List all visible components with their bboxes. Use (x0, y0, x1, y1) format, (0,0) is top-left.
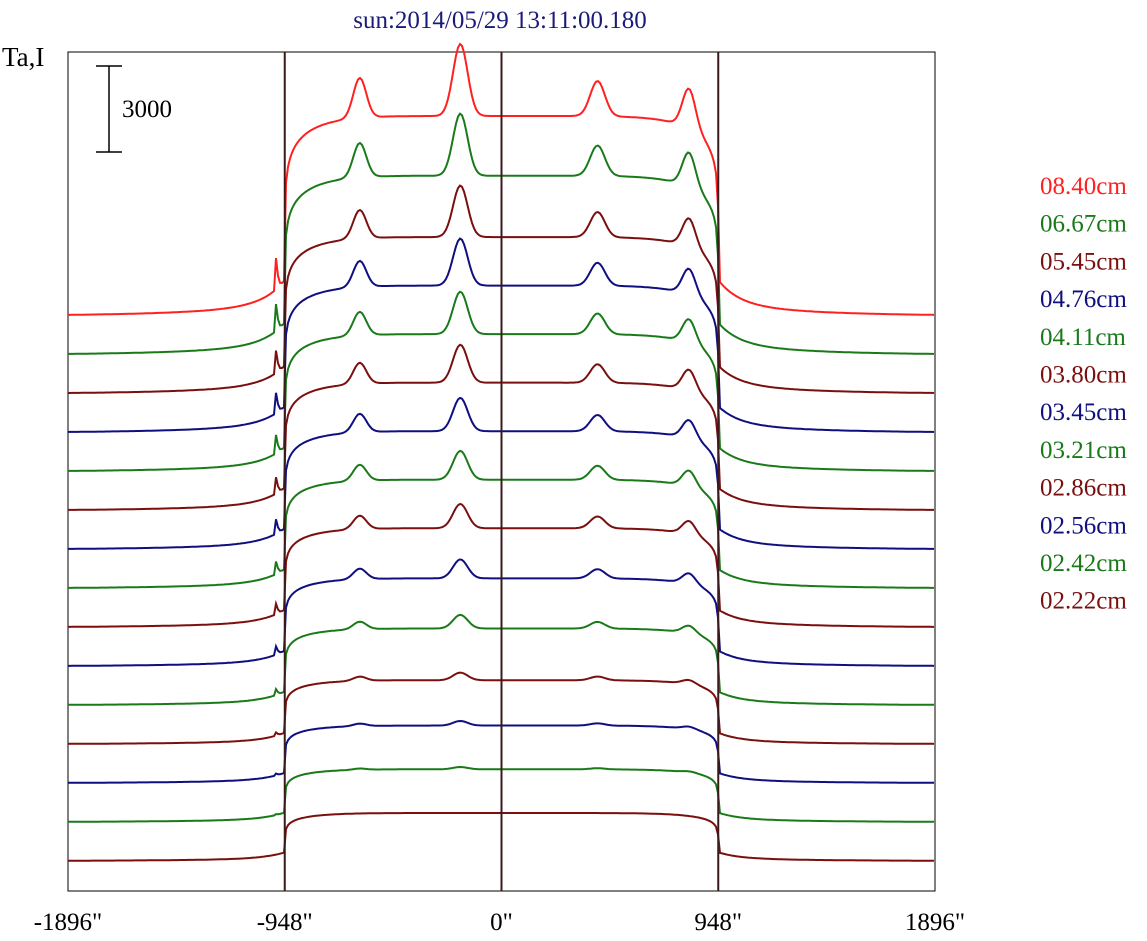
x-tick-label-1: -1896" (34, 909, 103, 936)
x-tick-label-4: 948" (694, 909, 742, 936)
x-tick-labels: -1896" -948" 0" 948" 1896" (34, 909, 965, 936)
legend-entry-7: 03.45cm (1040, 399, 1127, 426)
legend-entry-3: 05.45cm (1040, 248, 1127, 275)
legend-entry-4: 04.76cm (1040, 286, 1127, 313)
scale-bar: 3000 (96, 65, 172, 153)
legend-entry-2: 06.67cm (1040, 211, 1127, 238)
reference-lines (283, 52, 720, 891)
legend: 08.40cm 06.67cm 05.45cm 04.76cm 04.11cm 03.80… (1040, 173, 1127, 615)
chart-title: sun:2014/05/29 13:11:00.180 (353, 7, 647, 34)
legend-entry-6: 03.80cm (1040, 362, 1127, 389)
legend-entry-5: 04.11cm (1040, 324, 1126, 351)
legend-entry-1: 08.40cm (1040, 173, 1127, 200)
x-tick-label-2: -948" (257, 909, 313, 936)
x-tick-label-5: 1896" (905, 909, 965, 936)
scale-bar-label: 3000 (122, 96, 172, 123)
legend-entry-8: 03.21cm (1040, 437, 1127, 464)
y-axis-label: Ta,I (2, 42, 44, 72)
x-tick-label-3: 0" (490, 909, 513, 936)
legend-entry-12: 02.22cm (1040, 588, 1127, 615)
legend-entry-10: 02.56cm (1040, 512, 1127, 539)
legend-entry-11: 02.42cm (1040, 550, 1127, 577)
legend-entry-9: 02.86cm (1040, 475, 1127, 502)
